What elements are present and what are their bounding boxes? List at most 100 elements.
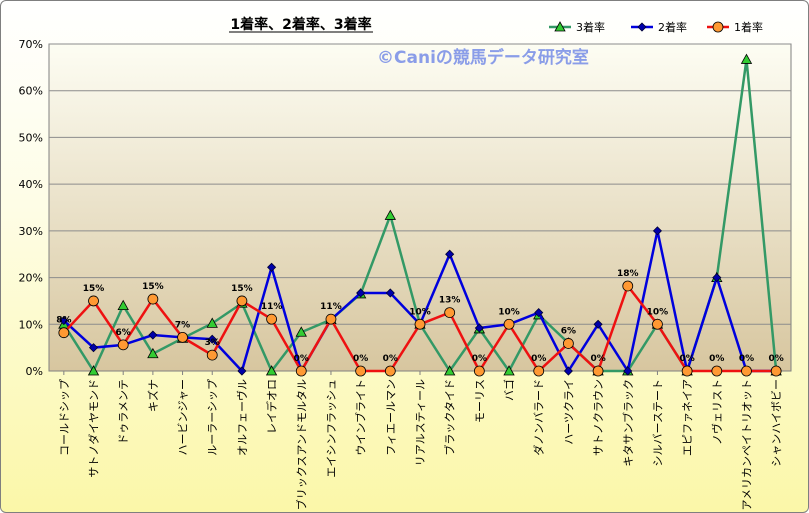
x-category-label: モーリス	[473, 379, 486, 423]
series-1-point	[652, 318, 663, 330]
x-category-label: ハーツクライ	[562, 379, 575, 445]
x-category-label: ノヴェリスト	[710, 379, 724, 445]
y-axis-ticks: 0% 10% 20% 30% 40% 50% 60% 70%	[19, 38, 43, 378]
data-label: 0%	[531, 354, 546, 364]
series-1-point	[177, 331, 188, 343]
series-3-point	[503, 365, 515, 376]
legend-label: 1着率	[734, 20, 763, 34]
series-1-point	[533, 365, 545, 377]
x-category-label: ウインブライト	[354, 379, 368, 456]
x-category-label: リアルスティール	[414, 379, 427, 466]
series-1-point	[770, 365, 782, 377]
series-1-point	[741, 365, 752, 377]
series-2-point	[534, 308, 544, 318]
series-1-point	[563, 338, 574, 349]
chart-title: 1着率、2着率、3着率	[230, 16, 371, 33]
data-label: 6%	[116, 328, 131, 338]
series-2-point	[637, 22, 647, 32]
x-category-label: サトノダイヤモンド	[87, 379, 101, 478]
data-label: 0%	[679, 354, 694, 364]
series-3-point	[444, 365, 456, 376]
series-1-point	[592, 365, 604, 377]
x-category-label: サトノクラウン	[592, 379, 605, 456]
data-label: 18%	[617, 269, 639, 279]
series-layer	[58, 53, 782, 377]
series-2-point	[593, 319, 603, 329]
x-category-label: ブリックスアンドモルタル	[294, 379, 308, 510]
data-label: 0%	[472, 354, 487, 364]
series-2-point	[207, 334, 217, 344]
x-category-label: ダノンバラード	[532, 379, 546, 456]
data-label: 7%	[175, 320, 190, 330]
x-category-label: ルーラーシップ	[206, 379, 219, 456]
data-labels: 8% 15% 6% 15% 7% 3% 15% 11% 0% 11% 0% 0% 10% 13% 0% 10%…	[56, 269, 784, 364]
data-label: 0%	[769, 354, 784, 364]
series-1-point	[622, 280, 634, 292]
data-label: 0%	[739, 354, 754, 364]
legend-label: 2着率	[658, 20, 687, 34]
series-1-point	[355, 365, 367, 377]
series-2-point	[563, 366, 573, 376]
series-2-point	[88, 343, 99, 353]
data-label: 11%	[320, 302, 342, 312]
series-3-point	[265, 365, 278, 376]
series-1-point	[58, 327, 70, 339]
series-3-point	[117, 299, 129, 311]
legend: 3着率 2着率 1着率	[549, 20, 763, 34]
series-3-point	[206, 317, 218, 328]
series-1-point	[681, 365, 693, 377]
series-1-point	[147, 293, 159, 305]
series-3-point	[87, 365, 100, 376]
x-category-label: キズナ	[146, 379, 160, 412]
data-label: 10%	[647, 307, 669, 317]
series-2-point	[267, 262, 277, 272]
data-label: 15%	[231, 284, 253, 294]
series-1-point	[384, 365, 396, 377]
x-category-label: キタサンブラック	[621, 379, 635, 467]
data-label: 0%	[353, 354, 368, 364]
data-label: 0%	[590, 354, 605, 364]
data-label: 8%	[56, 316, 71, 326]
plot-area	[48, 43, 792, 372]
series-2-point	[445, 249, 455, 259]
data-label: 3%	[205, 338, 220, 348]
series-2-point	[356, 288, 366, 298]
legend-label: 3着率	[576, 20, 605, 34]
series-2-point	[623, 366, 633, 376]
y-tick-label: 60%	[19, 85, 43, 98]
series-1-point	[503, 318, 515, 330]
x-category-label: アメリカンペイトリオット	[740, 379, 753, 510]
y-tick-label: 30%	[19, 225, 43, 238]
data-label: 6%	[561, 326, 576, 336]
series-3-point	[384, 209, 396, 220]
y-tick-label: 40%	[19, 178, 43, 191]
data-label: 0%	[709, 354, 724, 364]
series-1-point	[236, 295, 248, 307]
series-1-point	[88, 295, 99, 307]
series-2-point	[385, 288, 395, 298]
y-tick-label: 20%	[19, 272, 43, 285]
data-label: 13%	[439, 296, 461, 306]
y-tick-label: 10%	[19, 318, 43, 331]
data-label: 0%	[383, 354, 398, 364]
series-1-point	[414, 318, 426, 330]
x-category-label: オルフェーヴル	[235, 379, 249, 456]
x-category-label: レイデオロ	[265, 379, 279, 434]
x-category-label: エピファネイア	[681, 379, 694, 456]
y-tick-label: 0%	[26, 365, 43, 378]
x-category-label: バゴ	[502, 379, 516, 401]
series-1-point	[473, 365, 485, 377]
x-category-label: コールドシップ	[58, 379, 71, 456]
x-axis-categories: コールドシップ サトノダイヤモンド ドゥラメンテ キズナ ハービンジャー ルーラーシップ オ…	[58, 371, 783, 510]
series-1-point	[266, 313, 278, 325]
x-category-label: シャンハイボビー	[770, 379, 783, 467]
series-1-group	[58, 280, 782, 377]
series-2-point	[59, 315, 69, 326]
x-category-label: ハービンジャー	[177, 379, 190, 455]
series-1-point	[444, 307, 456, 319]
series-2-point	[148, 330, 158, 340]
series-2-point	[237, 366, 247, 376]
series-3-point	[147, 347, 159, 359]
series-3-point	[740, 53, 753, 64]
